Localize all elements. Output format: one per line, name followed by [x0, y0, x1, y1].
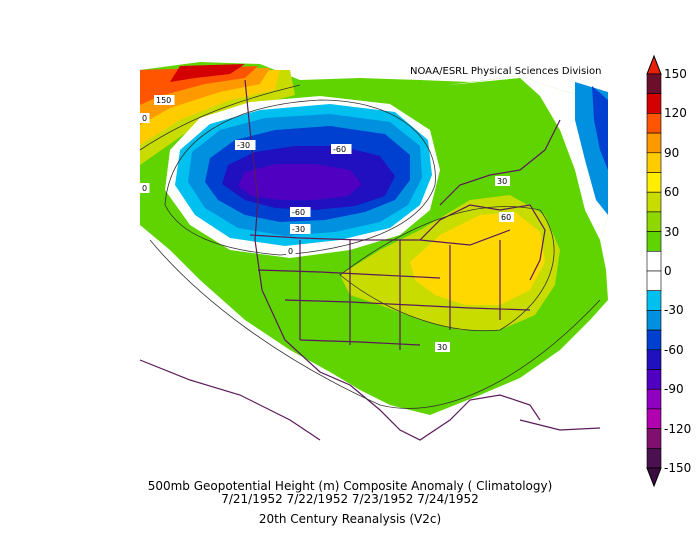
colorbar-swatch — [646, 191, 662, 213]
contour-label-bg — [154, 95, 175, 105]
colorbar-swatch — [646, 132, 662, 154]
colorbar-swatch — [646, 73, 662, 95]
colorbar-swatch — [646, 447, 662, 469]
contour-label: 0 — [142, 184, 147, 193]
colorbar-swatch — [646, 329, 662, 351]
caption-title: 500mb Geopotential Height (m) Composite … — [147, 479, 553, 493]
caption-source: 20th Century Reanalysis (V2c) — [258, 512, 442, 526]
colorbar-label: 60 — [664, 185, 680, 200]
colorbar-swatch — [646, 93, 662, 114]
contour-label-bg — [499, 212, 514, 222]
contour-label: 0 — [288, 247, 293, 256]
colorbar-label: -150 — [664, 461, 692, 475]
colorbar-swatch — [646, 172, 662, 193]
contour-lines — [139, 84, 601, 409]
colorbar-label: -120 — [664, 421, 692, 436]
colorbar-swatch — [646, 428, 662, 449]
warm-band-4 — [140, 66, 258, 105]
contour-label-bg — [235, 140, 256, 150]
contour-label-bg — [140, 113, 150, 123]
colorbar-label: -90 — [664, 382, 684, 397]
contour-label-bg — [331, 144, 352, 154]
colorbar-label: -30 — [664, 303, 684, 318]
contour-label: -30 — [237, 141, 250, 150]
colorbar-swatch — [646, 113, 662, 134]
contour-label: 60 — [501, 213, 511, 222]
contour-label: -60 — [333, 145, 346, 154]
contour-label: 150 — [156, 96, 171, 105]
colorbar-swatch — [646, 231, 662, 252]
ne-cold-2 — [592, 86, 608, 170]
contour-label-bg — [140, 183, 150, 193]
contour-label: 30 — [497, 177, 507, 186]
colorbar-swatch — [646, 290, 662, 311]
colorbar-bottom-arrow — [646, 467, 662, 488]
warm-band-5 — [170, 64, 245, 82]
contour-label: 30 — [437, 343, 447, 352]
contour-label: -30 — [292, 225, 305, 234]
colorbar-label: 120 — [664, 106, 687, 121]
colorbar-swatch — [646, 152, 662, 173]
contour-label-bg — [435, 342, 450, 352]
colorbar-label: 30 — [664, 224, 680, 239]
contour-label-bg — [290, 207, 311, 217]
colorbar-label: 90 — [664, 145, 680, 160]
colorbar-swatch — [646, 369, 662, 390]
colorbar-swatch — [646, 408, 662, 429]
colorbar-label: 150 — [664, 67, 687, 81]
caption-dates: 7/21/1952 7/22/1952 7/23/1952 7/24/1952 — [221, 492, 479, 506]
colorbar-swatch — [646, 388, 662, 410]
colorbar-swatch — [646, 251, 662, 272]
colorbar-swatch — [646, 270, 662, 292]
ridge-yellow — [410, 212, 545, 305]
credit-text: NOAA/ESRL Physical Sciences Division — [410, 66, 602, 77]
contour-label-bg — [290, 224, 311, 234]
colorbar-top-arrow — [646, 54, 662, 75]
contour-label-bg — [286, 246, 296, 256]
trough-purple — [238, 164, 362, 200]
contour-label-bg — [495, 176, 510, 186]
colorbar-swatch — [646, 349, 662, 370]
contour-label: -60 — [292, 208, 305, 217]
colorbar-label: 0 — [664, 264, 672, 278]
colorbar-swatch — [646, 211, 662, 232]
anomaly-field-white — [448, 76, 608, 240]
colorbar-label: -60 — [664, 342, 684, 357]
contour-label: 0 — [142, 114, 147, 123]
colorbar-swatch — [646, 310, 662, 331]
